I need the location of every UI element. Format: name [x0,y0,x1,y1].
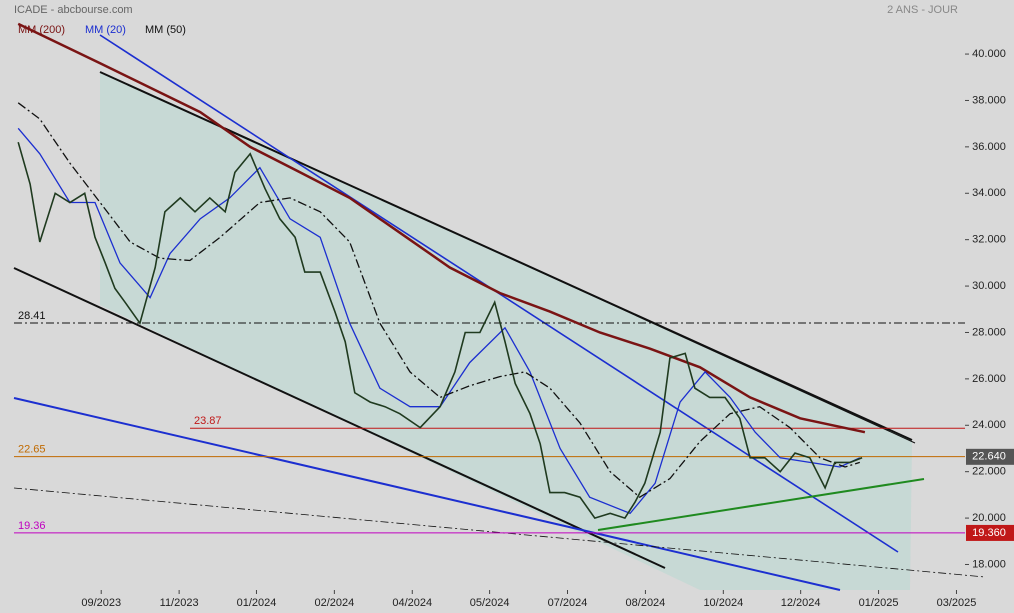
price-line [17,141,863,520]
y-tick-label: 30.000 [972,280,1006,292]
y-tick-label: 26.000 [972,373,1006,385]
y-tick-label: 18.000 [972,558,1006,570]
level-label: 19.36 [18,520,46,532]
x-tick-label: 01/2024 [237,597,277,609]
x-tick-label: 10/2024 [703,597,743,609]
trendline [13,267,666,569]
legend-entry: MM (50) [145,24,186,36]
moving-average [17,22,866,434]
y-tick-label: 28.000 [972,326,1006,338]
y-tick-label: 34.000 [972,187,1006,199]
x-tick-label: 04/2024 [392,597,432,609]
level-label: 23.87 [194,415,222,427]
price-tag [966,448,1014,465]
y-tick-label: 40.000 [972,48,1006,60]
y-tick-label: 22.000 [972,466,1006,478]
trendline [597,478,925,531]
x-tick-label: 02/2024 [314,597,354,609]
x-tick-label: 03/2025 [937,597,977,609]
channel-area [100,72,912,590]
chart-subtitle: 2 ANS - JOUR [887,4,958,16]
x-tick-label: 12/2024 [781,597,821,609]
price-tag [966,524,1014,541]
y-tick-label: 38.000 [972,94,1006,106]
level-label: 28.41 [18,310,46,322]
y-tick-label: 20.000 [972,512,1006,524]
legend-entry: MM (200) [18,24,65,36]
legend-entry: MM (20) [85,24,126,36]
price-tag-label: 19.360 [972,527,1006,539]
x-tick-label: 09/2023 [81,597,121,609]
x-tick-label: 05/2024 [470,597,510,609]
x-tick-label: 11/2023 [160,597,199,609]
trendline [13,397,841,591]
trendline [224,127,916,444]
level-label: 22.65 [18,444,46,456]
x-tick-label: 08/2024 [626,597,666,609]
y-tick-label: 36.000 [972,141,1006,153]
price-tag-label: 22.640 [972,451,1006,463]
chart-title: ICADE - abcbourse.com [14,4,133,16]
y-tick-label: 32.000 [972,234,1006,246]
moving-average [17,102,860,499]
x-tick-label: 01/2025 [859,597,899,609]
x-tick-label: 07/2024 [548,597,588,609]
y-tick-label: 24.000 [972,419,1006,431]
